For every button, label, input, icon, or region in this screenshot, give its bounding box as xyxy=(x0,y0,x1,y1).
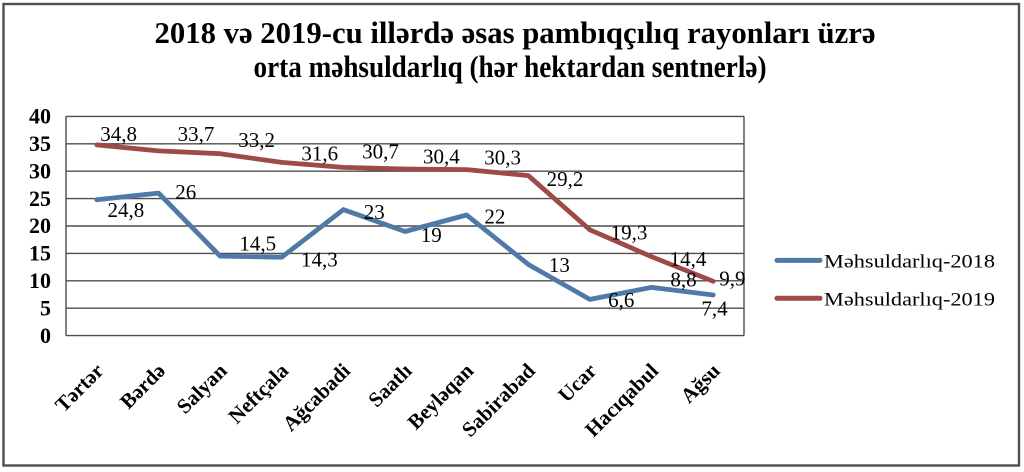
svg-text:0: 0 xyxy=(40,323,51,348)
svg-text:33,2: 33,2 xyxy=(238,128,275,152)
svg-text:2018 və 2019-cu illərdə əsas p: 2018 və 2019-cu illərdə əsas pambıqçılıq… xyxy=(155,15,876,50)
svg-text:19,3: 19,3 xyxy=(611,220,648,244)
svg-text:30,7: 30,7 xyxy=(362,140,399,164)
svg-text:35: 35 xyxy=(29,131,51,156)
svg-text:orta məhsuldarlıq (hər hektard: orta məhsuldarlıq (hər hektardan sentner… xyxy=(254,49,767,84)
svg-text:20: 20 xyxy=(29,213,51,238)
svg-text:29,2: 29,2 xyxy=(547,167,584,191)
svg-text:19: 19 xyxy=(421,223,442,247)
svg-text:9,9: 9,9 xyxy=(719,267,745,291)
svg-text:30: 30 xyxy=(29,158,51,183)
svg-text:14,4: 14,4 xyxy=(670,247,707,271)
svg-text:40: 40 xyxy=(29,104,51,129)
svg-text:8,8: 8,8 xyxy=(670,268,696,292)
svg-text:15: 15 xyxy=(29,241,51,266)
svg-text:24,8: 24,8 xyxy=(108,198,145,222)
svg-text:31,6: 31,6 xyxy=(301,142,338,166)
svg-text:Məhsuldarlıq-2018: Məhsuldarlıq-2018 xyxy=(824,251,995,272)
svg-text:6,6: 6,6 xyxy=(608,288,634,312)
svg-text:25: 25 xyxy=(29,186,51,211)
svg-text:30,4: 30,4 xyxy=(423,144,460,168)
svg-text:14,3: 14,3 xyxy=(301,248,338,272)
svg-text:Məhsuldarlıq-2019: Məhsuldarlıq-2019 xyxy=(824,289,995,310)
svg-text:14,5: 14,5 xyxy=(239,232,276,256)
svg-text:30,3: 30,3 xyxy=(484,146,521,170)
svg-text:23: 23 xyxy=(364,200,385,224)
svg-text:13: 13 xyxy=(549,253,570,277)
svg-text:10: 10 xyxy=(29,268,51,293)
svg-text:22: 22 xyxy=(484,205,505,229)
svg-text:34,8: 34,8 xyxy=(100,122,137,146)
svg-text:26: 26 xyxy=(175,180,196,204)
svg-text:5: 5 xyxy=(40,295,51,320)
svg-text:33,7: 33,7 xyxy=(178,122,215,146)
svg-text:7,4: 7,4 xyxy=(701,297,728,321)
